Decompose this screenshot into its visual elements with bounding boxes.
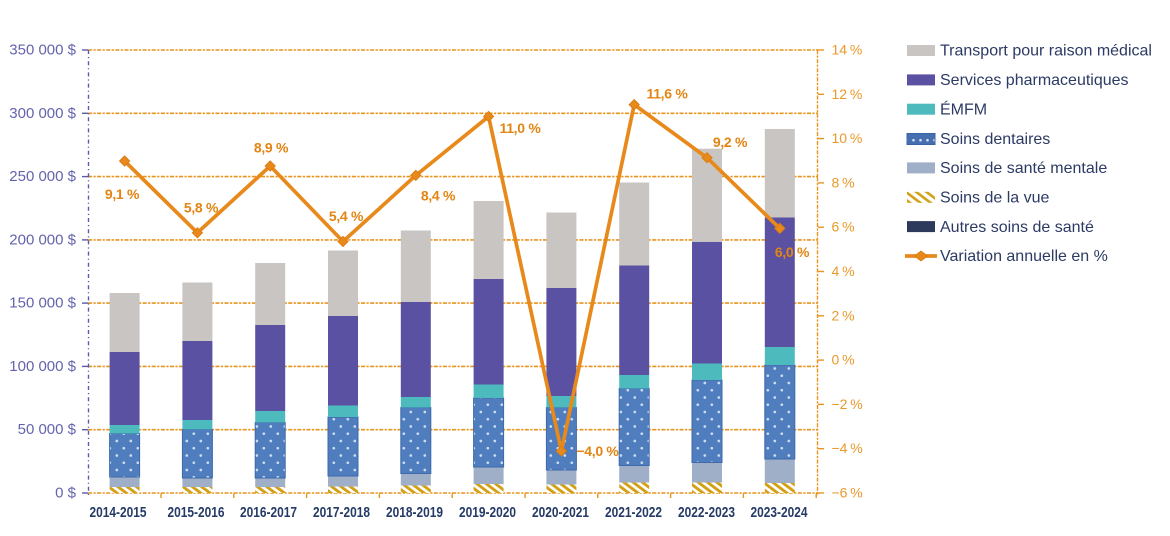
svg-text:−4,0 %: −4,0 %	[576, 443, 619, 459]
svg-text:200 000 $: 200 000 $	[9, 231, 76, 248]
svg-text:5,4 %: 5,4 %	[329, 208, 364, 224]
svg-text:6,0 %: 6,0 %	[775, 244, 810, 260]
svg-text:Variation annuelle en %: Variation annuelle en %	[940, 248, 1108, 265]
svg-text:Services pharmaceutiques: Services pharmaceutiques	[940, 72, 1129, 89]
svg-text:5,8 %: 5,8 %	[184, 200, 219, 216]
svg-text:9,2 %: 9,2 %	[713, 134, 748, 150]
svg-text:2 %: 2 %	[832, 307, 855, 323]
svg-text:8 %: 8 %	[832, 174, 855, 190]
svg-text:8,4 %: 8,4 %	[421, 188, 456, 204]
svg-text:ÉMFM: ÉMFM	[940, 99, 987, 118]
svg-text:Soins de santé mentale: Soins de santé mentale	[940, 160, 1107, 177]
svg-text:10 %: 10 %	[832, 130, 863, 146]
svg-text:2020-2021: 2020-2021	[532, 504, 589, 521]
svg-text:Autres soins de santé: Autres soins de santé	[940, 219, 1094, 236]
svg-text:100 000 $: 100 000 $	[9, 358, 76, 375]
svg-text:−6 %: −6 %	[832, 485, 863, 501]
svg-text:2023-2024: 2023-2024	[751, 504, 809, 521]
svg-text:−2 %: −2 %	[832, 396, 863, 412]
svg-text:2014-2015: 2014-2015	[90, 504, 147, 521]
svg-text:8,9 %: 8,9 %	[254, 140, 289, 156]
svg-text:11,0 %: 11,0 %	[499, 120, 541, 136]
svg-text:350 000 $: 350 000 $	[9, 42, 76, 59]
svg-text:2022-2023: 2022-2023	[678, 504, 735, 521]
svg-text:2018-2019: 2018-2019	[386, 504, 443, 521]
svg-text:2017-2018: 2017-2018	[313, 504, 370, 521]
svg-text:14 %: 14 %	[832, 42, 863, 58]
svg-text:9,1 %: 9,1 %	[105, 186, 140, 202]
svg-text:Transport pour raison médical: Transport pour raison médical	[940, 43, 1152, 60]
svg-text:Soins dentaires: Soins dentaires	[940, 131, 1050, 148]
svg-text:0 $: 0 $	[55, 485, 77, 502]
svg-text:−4 %: −4 %	[832, 440, 863, 456]
svg-text:6 %: 6 %	[832, 219, 855, 235]
svg-text:12 %: 12 %	[832, 86, 863, 102]
svg-text:11,6 %: 11,6 %	[646, 86, 688, 102]
svg-text:0 %: 0 %	[832, 352, 855, 368]
svg-text:2015-2016: 2015-2016	[168, 504, 225, 521]
svg-text:50 000 $: 50 000 $	[18, 421, 77, 438]
svg-text:Soins de la vue: Soins de la vue	[940, 190, 1050, 207]
svg-text:2016-2017: 2016-2017	[240, 504, 297, 521]
svg-text:150 000 $: 150 000 $	[9, 295, 76, 312]
svg-text:250 000 $: 250 000 $	[9, 168, 76, 185]
svg-text:4 %: 4 %	[832, 263, 855, 279]
svg-text:300 000 $: 300 000 $	[9, 105, 76, 122]
svg-text:2021-2022: 2021-2022	[605, 504, 662, 521]
svg-text:2019-2020: 2019-2020	[459, 504, 516, 521]
